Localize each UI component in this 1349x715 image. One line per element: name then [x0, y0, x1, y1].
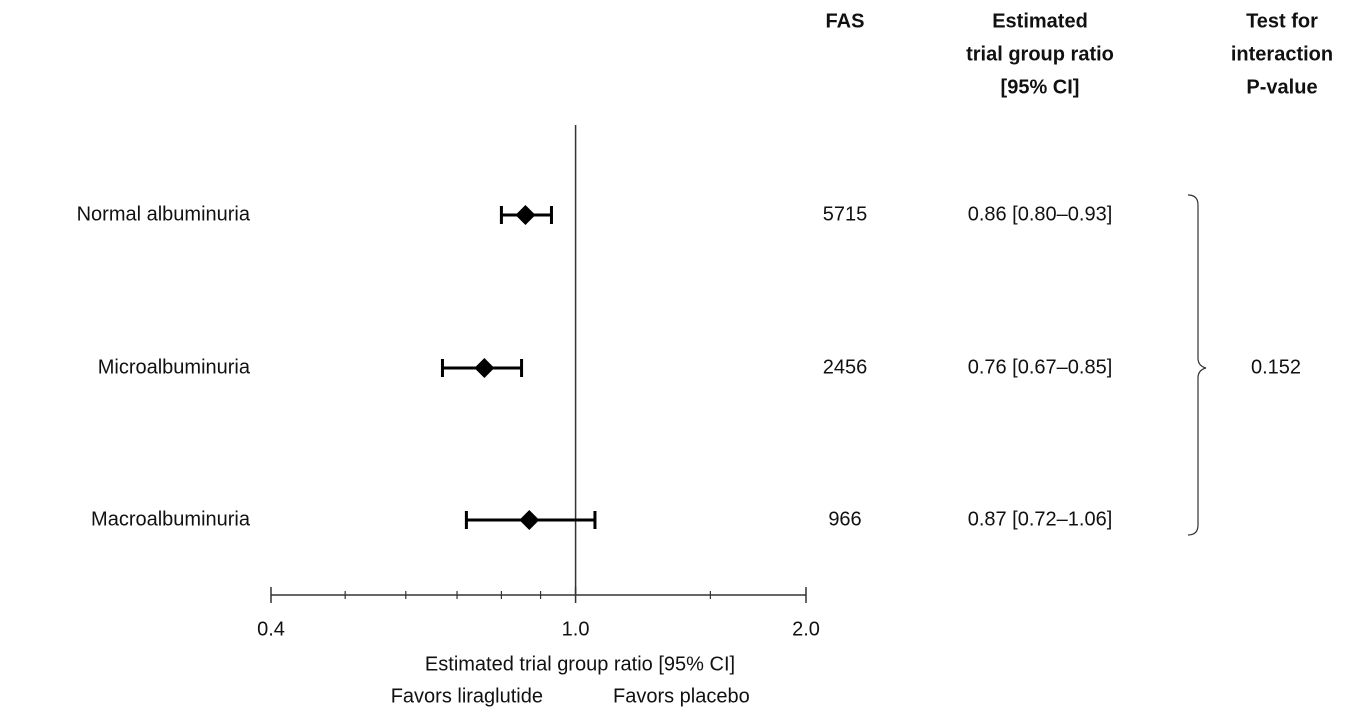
favors-left: Favors liraglutide — [391, 685, 543, 707]
x-tick-label: 0.4 — [257, 618, 285, 640]
row-label: Macroalbuminuria — [91, 508, 251, 530]
column-header: FAS — [826, 10, 865, 32]
column-header: Estimated — [992, 10, 1088, 32]
column-header: trial group ratio — [966, 43, 1114, 65]
column-header: interaction — [1231, 43, 1333, 65]
ci-label: 0.86 [0.80–0.93] — [968, 203, 1113, 225]
favors-right: Favors placebo — [613, 685, 750, 707]
column-header: [95% CI] — [1001, 76, 1080, 98]
estimate-marker — [515, 205, 536, 225]
ci-label: 0.76 [0.67–0.85] — [968, 356, 1113, 378]
row-label: Normal albuminuria — [77, 203, 251, 225]
x-axis-label: Estimated trial group ratio [95% CI] — [425, 653, 735, 675]
ci-label: 0.87 [0.72–1.06] — [968, 508, 1113, 530]
column-header: P-value — [1246, 76, 1317, 98]
estimate-marker — [474, 358, 495, 378]
column-header: Test for — [1246, 10, 1318, 32]
estimate-marker — [519, 510, 540, 530]
fas-value: 2456 — [823, 356, 868, 378]
fas-value: 5715 — [823, 203, 868, 225]
x-tick-label: 2.0 — [792, 618, 820, 640]
x-tick-label: 1.0 — [562, 618, 590, 640]
row-label: Microalbuminuria — [98, 356, 251, 378]
p-value: 0.152 — [1251, 356, 1301, 378]
bracket — [1187, 194, 1207, 536]
fas-value: 966 — [828, 508, 861, 530]
